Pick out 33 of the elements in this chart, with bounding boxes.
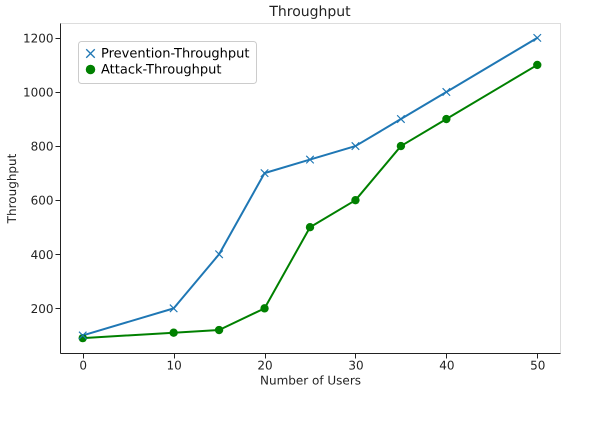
x-tick-label: 30 bbox=[348, 358, 364, 372]
point bbox=[214, 250, 224, 258]
point bbox=[396, 114, 406, 124]
legend-label: Attack-Throughput bbox=[101, 62, 222, 78]
y-tick-label: 600 bbox=[30, 194, 54, 208]
point bbox=[169, 304, 178, 313]
y-tick-label: 200 bbox=[30, 302, 54, 316]
point bbox=[442, 114, 451, 124]
point bbox=[260, 168, 269, 178]
x-tick-label: 40 bbox=[439, 358, 455, 372]
y-tick-label: 400 bbox=[30, 248, 54, 262]
legend-label: Prevention-Throughput bbox=[101, 46, 250, 62]
x-axis-title: Number of Users bbox=[260, 374, 362, 388]
y-axis-title: Throughput bbox=[4, 153, 19, 224]
point bbox=[78, 331, 87, 340]
point bbox=[533, 60, 542, 70]
x-tick-label: 50 bbox=[530, 358, 546, 372]
x-tick-label: 0 bbox=[79, 358, 88, 372]
point bbox=[442, 88, 451, 96]
y-tick-label: 1200 bbox=[22, 31, 54, 46]
point bbox=[260, 304, 269, 313]
point bbox=[351, 196, 360, 204]
point bbox=[214, 326, 224, 334]
point bbox=[306, 223, 314, 232]
point bbox=[306, 155, 314, 164]
y-tick-label: 1000 bbox=[22, 85, 54, 100]
point bbox=[351, 142, 360, 150]
point bbox=[396, 142, 406, 150]
x-tick-label: 20 bbox=[257, 358, 273, 372]
chart-title: Throughput bbox=[268, 4, 352, 20]
y-tick-label: 800 bbox=[30, 140, 54, 154]
point bbox=[169, 328, 178, 337]
x-tick-label: 10 bbox=[166, 358, 182, 372]
